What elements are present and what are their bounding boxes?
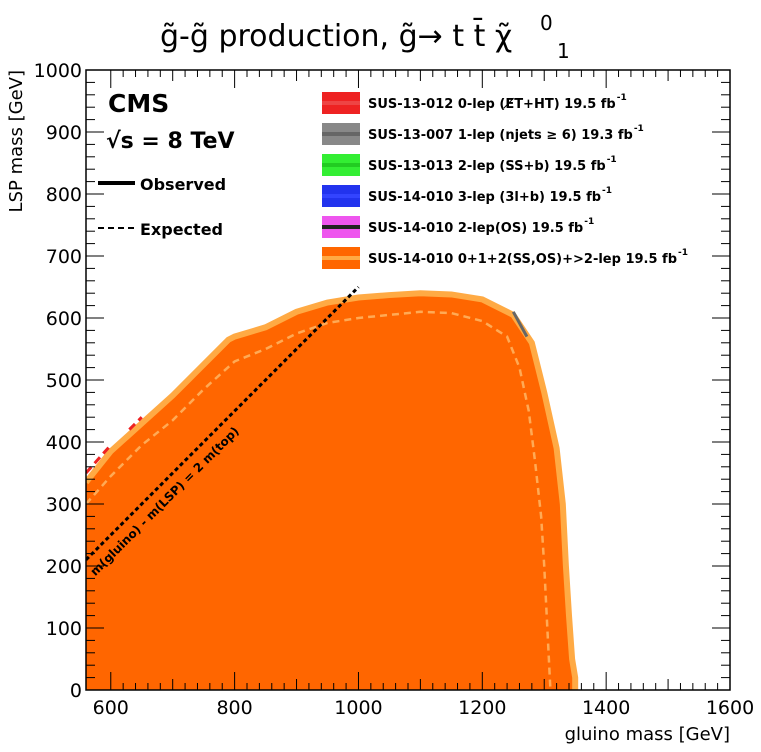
x-tick-label: 1000 — [334, 697, 382, 719]
legend-label: SUS-13-013 2-lep (SS+b) 19.5 fb — [368, 159, 606, 174]
plot-frame — [85, 69, 731, 691]
expected-label: Expected — [140, 220, 223, 239]
x-tick-label: 1600 — [706, 697, 754, 719]
legend-label: SUS-13-012 0-lep (E̸T+HT) 19.5 fb — [368, 97, 616, 112]
legend-label-superscript: -1 — [634, 124, 644, 134]
observed-limit-line — [86, 290, 579, 690]
legend-label-superscript: -1 — [602, 186, 612, 196]
y-axis-title: LSP mass [GeV] — [6, 70, 27, 212]
legend-label-superscript: -1 — [678, 248, 688, 258]
data-layer: m(gluino) - m(LSP) = 2 m(top) — [86, 285, 579, 690]
observed-label: Observed — [140, 175, 226, 194]
y-tick-label: 100 — [46, 618, 82, 640]
y-tick-label: 400 — [46, 432, 82, 454]
x-tick-label: 600 — [93, 697, 129, 719]
y-tick-label: 0 — [70, 680, 82, 702]
x-tick-label: 1400 — [582, 697, 630, 719]
y-tick-label: 800 — [46, 184, 82, 206]
chart-title-subscript: 1 — [557, 39, 570, 63]
legend-label-superscript: -1 — [584, 217, 594, 227]
legend-label: SUS-14-010 3-lep (3l+b) 19.5 fb — [368, 190, 601, 205]
excluded-region-fill — [86, 293, 576, 690]
x-tick-label: 800 — [216, 697, 252, 719]
experiment-label: CMS — [108, 89, 169, 118]
legend-label-superscript: -1 — [617, 93, 627, 103]
y-tick-label: 1000 — [34, 60, 82, 82]
chart-title: g̃-g̃ production, g̃→ t t̄ χ̃ 0 1 — [160, 11, 570, 63]
expected-limit-line — [86, 310, 552, 690]
legend-label: SUS-14-010 2-lep(OS) 19.5 fb — [368, 221, 583, 236]
chart-title-superscript: 0 — [540, 11, 553, 35]
y-tick-label: 600 — [46, 308, 82, 330]
legend: SUS-13-012 0-lep (E̸T+HT) 19.5 fb -1SUS-1… — [322, 92, 688, 269]
x-axis-title: gluino mass [GeV] — [565, 724, 730, 745]
x-tick-label: 1200 — [458, 697, 506, 719]
energy-label: √s = 8 TeV — [106, 129, 235, 154]
gray-contour-fragment — [511, 311, 529, 338]
y-tick-label: 900 — [46, 122, 82, 144]
chart-title-text: g̃-g̃ production, g̃→ t t̄ χ̃ — [160, 18, 512, 54]
y-tick-label: 300 — [46, 494, 82, 516]
legend-label-superscript: -1 — [607, 155, 617, 165]
red-contour-fragment — [86, 416, 143, 474]
legend-label: SUS-13-007 1-lep (njets ≥ 6) 19.3 fb — [368, 128, 633, 143]
y-tick-label: 200 — [46, 556, 82, 578]
legend-label: SUS-14-010 0+1+2(SS,OS)+>2-lep 19.5 fb — [368, 252, 677, 267]
axes-layer: 600 800 1000 1200 1400 1600 0 100 200 300 400 500 60… — [34, 60, 755, 719]
y-tick-label: 700 — [46, 246, 82, 268]
series-group: m(gluino) - m(LSP) = 2 m(top) — [86, 285, 579, 690]
y-tick-label: 500 — [46, 370, 82, 392]
kinematic-diagonal — [86, 285, 360, 561]
